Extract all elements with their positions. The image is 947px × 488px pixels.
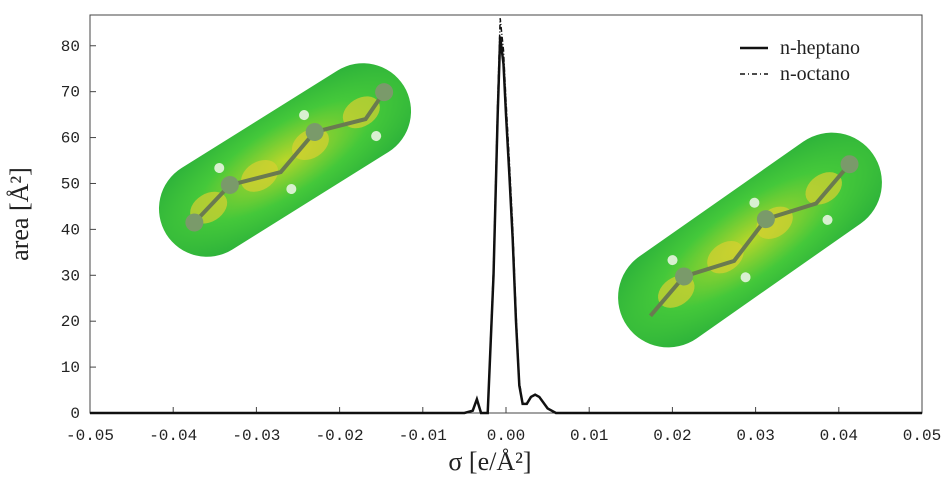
molecule-left — [158, 63, 412, 257]
y-tick-label: 0 — [70, 405, 80, 423]
y-tick-label: 70 — [61, 84, 80, 102]
y-tick-label: 20 — [61, 313, 80, 331]
x-tick-label: -0.01 — [399, 427, 447, 445]
y-tick-label: 60 — [61, 130, 80, 148]
y-tick-label: 10 — [61, 359, 80, 377]
legend-label: n-heptano — [780, 37, 860, 59]
y-tick-label: 80 — [61, 38, 80, 56]
x-tick-label: 0.03 — [736, 427, 774, 445]
x-axis-label: σ [e/Å²] — [448, 447, 531, 476]
x-tick-label: 0.05 — [903, 427, 941, 445]
legend-label: n-octano — [780, 63, 850, 85]
x-tick-label: -0.03 — [232, 427, 280, 445]
x-tick-label: -0.02 — [316, 427, 364, 445]
y-tick-label: 50 — [61, 175, 80, 193]
molecule-right — [618, 132, 882, 348]
y-tick-label: 30 — [61, 267, 80, 285]
x-tick-label: 0.01 — [570, 427, 608, 445]
x-tick-label: 0.02 — [653, 427, 691, 445]
y-axis-label: area [Å²] — [5, 167, 34, 261]
data-line — [90, 18, 922, 414]
x-tick-label: -0.05 — [66, 427, 114, 445]
x-tick-label: 0.00 — [487, 427, 525, 445]
x-tick-label: -0.04 — [149, 427, 197, 445]
y-tick-label: 40 — [61, 221, 80, 239]
x-tick-label: 0.04 — [820, 427, 858, 445]
